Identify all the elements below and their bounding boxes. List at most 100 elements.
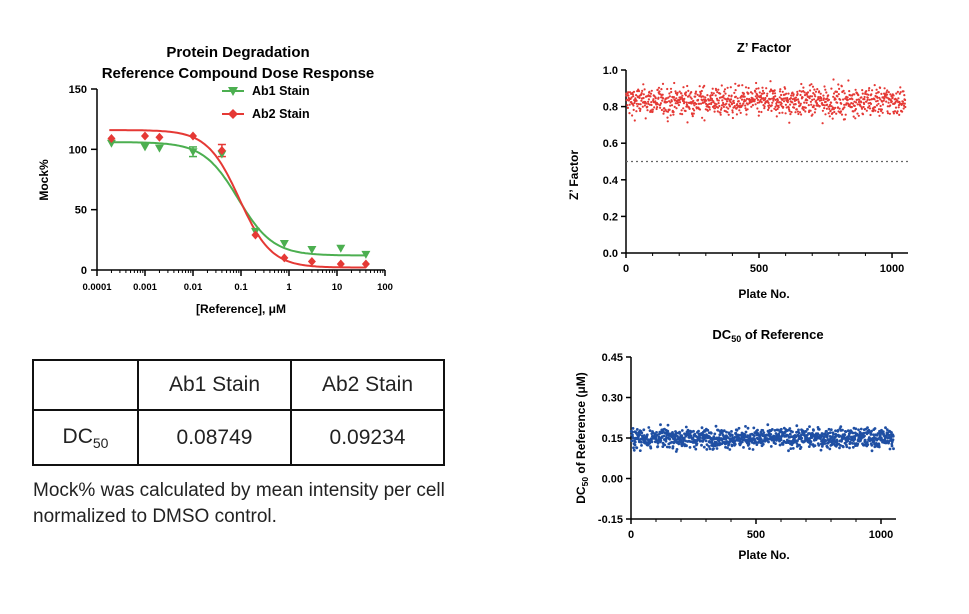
- z-data-point: [640, 99, 643, 102]
- z-data-point: [674, 102, 677, 105]
- z-data-point: [672, 110, 675, 114]
- dc-data-point: [733, 442, 737, 446]
- dc-data-point: [892, 447, 895, 451]
- z-data-point: [869, 113, 872, 117]
- z-data-point: [651, 110, 654, 113]
- dc-data-point: [656, 441, 660, 445]
- z-data-point: [709, 99, 712, 102]
- z-data-point: [649, 95, 652, 98]
- dc-data-point: [859, 427, 863, 431]
- dc-data-point: [825, 429, 828, 433]
- dc-data-point: [870, 449, 874, 453]
- z-data-point: [887, 101, 890, 104]
- dc-data-point: [788, 427, 792, 430]
- z-data-point: [790, 111, 793, 114]
- z-data-point: [708, 108, 711, 111]
- dc-data-point: [834, 435, 838, 438]
- dc-data-point: [857, 428, 860, 432]
- dc-data-point: [679, 438, 683, 441]
- x-tick-label: 10: [332, 282, 343, 293]
- z-data-point: [719, 111, 722, 114]
- z-data-point: [840, 102, 843, 105]
- z-data-point: [710, 91, 713, 94]
- z-data-point: [626, 106, 630, 109]
- z-data-point: [745, 113, 748, 116]
- z-data-point: [680, 109, 683, 112]
- z-data-point: [647, 98, 651, 101]
- z-data-point: [857, 114, 860, 117]
- z-data-point: [675, 97, 678, 100]
- z-data-point: [650, 103, 653, 107]
- dc-data-point: [755, 443, 759, 446]
- z-data-point: [719, 113, 722, 116]
- z-data-point: [782, 100, 786, 103]
- dc-data-point: [877, 445, 881, 449]
- row-label-sub: 50: [92, 434, 109, 451]
- dc-data-point: [789, 447, 793, 450]
- z-data-point: [878, 96, 881, 99]
- z-data-point: [763, 92, 766, 95]
- z-data-point: [712, 101, 715, 104]
- z-data-point: [784, 97, 787, 100]
- dc-x-tick-label: 1000: [869, 529, 893, 541]
- z-data-point: [637, 103, 640, 106]
- dc-data-point: [700, 443, 703, 447]
- dc-data-point: [847, 437, 851, 441]
- dc-x-tick-label: 500: [747, 529, 765, 541]
- dc-y-label-rest: of Reference (μM): [574, 372, 588, 477]
- z-data-point: [796, 110, 800, 113]
- z-data-point: [901, 100, 905, 103]
- legend: Ab1 Stain Ab2 Stain: [222, 84, 310, 121]
- z-data-point: [630, 96, 633, 99]
- z-data-point: [827, 98, 831, 101]
- z-data-point: [668, 92, 671, 95]
- z-data-point: [868, 104, 871, 108]
- dc-data-point: [630, 430, 634, 434]
- z-data-point: [886, 110, 889, 113]
- z-data-point: [852, 115, 855, 118]
- z-data-point: [777, 106, 780, 109]
- z-data-point: [840, 85, 843, 88]
- dc-data-point: [635, 446, 639, 450]
- z-data-point: [769, 80, 772, 83]
- dc-data-point: [827, 427, 831, 431]
- legend-label-ab1: Ab1 Stain: [252, 84, 310, 98]
- z-data-point: [725, 102, 728, 105]
- dc-data-point: [794, 435, 798, 439]
- z-data-point: [725, 106, 728, 109]
- z-data-point: [662, 110, 666, 113]
- z-data-point: [726, 86, 729, 89]
- z-data-point: [897, 106, 900, 109]
- dc-data-point: [665, 445, 669, 449]
- dc-data-point: [737, 433, 741, 437]
- dc50-table: Ab1 Stain Ab2 Stain DC50 0.08749 0.09234: [32, 358, 445, 466]
- dc-data-point: [817, 428, 821, 431]
- z-data-point: [775, 104, 778, 107]
- dc-data-point: [839, 425, 843, 428]
- z-data-point: [643, 104, 647, 107]
- dc-data-point: [846, 429, 850, 433]
- z-data-point: [851, 102, 855, 105]
- z-data-point: [753, 98, 756, 101]
- z-data-point: [817, 96, 820, 99]
- z-data-point: [811, 113, 814, 116]
- z-data-point: [883, 87, 886, 90]
- z-data-point: [821, 122, 824, 125]
- dc-data-point: [735, 428, 739, 432]
- z-data-point: [821, 109, 825, 112]
- z-data-point: [656, 106, 659, 109]
- z-data-point: [837, 83, 840, 86]
- z-data-point: [813, 88, 816, 91]
- z-data-point: [760, 101, 763, 104]
- dc-data-point: [834, 429, 837, 433]
- z-data-point: [797, 112, 800, 116]
- z-data-point: [853, 93, 856, 96]
- dc-data-point: [716, 428, 720, 432]
- z-data-point: [870, 93, 873, 96]
- dc-data-point: [705, 448, 709, 451]
- z-data-point: [740, 98, 744, 101]
- dc-data-point: [746, 434, 750, 438]
- z-data-point: [685, 91, 688, 94]
- z-data-point: [860, 107, 864, 110]
- z-data-point: [669, 101, 672, 104]
